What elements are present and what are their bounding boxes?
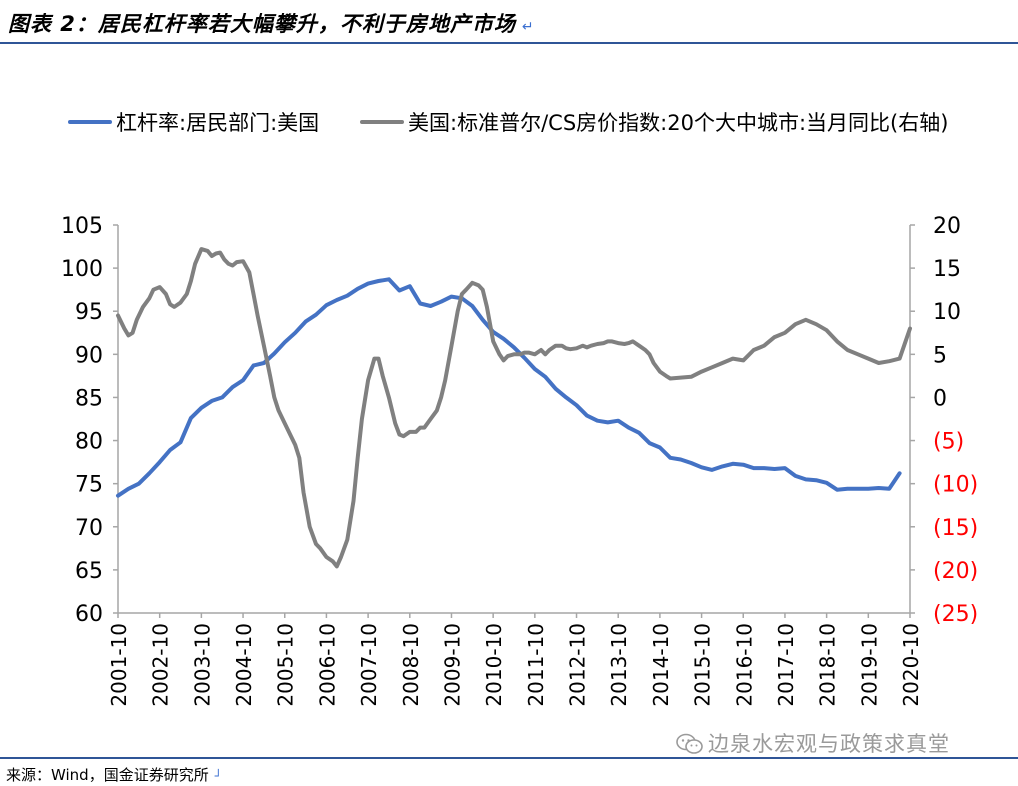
y-left-tick-label: 105 [61, 214, 103, 239]
chart-title-text: 图表 2：居民杠杆率若大幅攀升，不利于房地产市场 [8, 12, 516, 36]
y-left-tick-label: 70 [75, 516, 103, 541]
x-tick-label: 2002-10 [149, 623, 173, 707]
x-tick-label: 2016-10 [732, 623, 756, 707]
x-tick-label: 2015-10 [691, 623, 715, 707]
x-tick-label: 2010-10 [482, 623, 506, 707]
y-right-tick-label: 0 [933, 386, 947, 411]
x-tick-label: 2020-10 [899, 623, 923, 707]
x-tick-label: 2008-10 [399, 623, 423, 707]
x-tick-label: 2003-10 [190, 623, 214, 707]
x-tick-label: 2007-10 [357, 623, 381, 707]
y-left-tick-label: 65 [75, 559, 103, 584]
x-tick-label: 2001-10 [107, 623, 131, 707]
y-left-tick-label: 85 [75, 386, 103, 411]
x-tick-label: 2005-10 [274, 623, 298, 707]
source-text: 来源：Wind，国金证券研究所 [6, 766, 209, 784]
x-tick-label: 2009-10 [440, 623, 464, 707]
return-mark-icon: ↵ [521, 19, 535, 35]
legend-label-1: 杠杆率:居民部门:美国 [116, 111, 319, 135]
y-right-tick-label: 10 [933, 300, 961, 325]
y-left-tick-label: 100 [61, 257, 103, 282]
series-line-1 [116, 277, 902, 498]
y-left-tick-label: 90 [75, 343, 103, 368]
watermark: 边泉水宏观与政策求真堂 [676, 728, 950, 758]
x-tick-label: 2012-10 [566, 623, 590, 707]
x-tick-label: 2019-10 [857, 623, 881, 707]
x-tick-label: 2013-10 [607, 623, 631, 707]
y-left-tick-label: 60 [75, 602, 103, 627]
x-tick-label: 2004-10 [232, 623, 256, 707]
y-right-tick-label: 20 [933, 214, 961, 239]
y-left-tick-label: 95 [75, 300, 103, 325]
y-right-tick-label: (25) [933, 602, 978, 627]
chart-title: 图表 2：居民杠杆率若大幅攀升，不利于房地产市场 ↵ [8, 8, 535, 38]
y-left-tick-label: 75 [75, 473, 103, 498]
y-right-tick-label: (10) [933, 473, 978, 498]
y-right-tick-label: (15) [933, 516, 978, 541]
y-right-tick-label: (20) [933, 559, 978, 584]
legend-label-2: 美国:标准普尔/CS房价指数:20个大中城市:当月同比(右轴) [408, 111, 948, 135]
x-tick-label: 2006-10 [315, 623, 339, 707]
source-rule [0, 757, 1018, 759]
x-tick-label: 2017-10 [774, 623, 798, 707]
series-line-2 [116, 247, 912, 569]
y-right-tick-label: 5 [933, 343, 947, 368]
x-tick-label: 2014-10 [649, 623, 673, 707]
return-mark-icon: ┘ [214, 769, 222, 783]
y-left-tick-label: 80 [75, 430, 103, 455]
x-tick-label: 2018-10 [816, 623, 840, 707]
source-note: 来源：Wind，国金证券研究所 ┘ [6, 764, 222, 785]
y-right-tick-label: 15 [933, 257, 961, 282]
title-rule [0, 42, 1018, 44]
wechat-icon [676, 733, 704, 755]
x-tick-label: 2011-10 [524, 623, 548, 707]
watermark-text: 边泉水宏观与政策求真堂 [708, 732, 950, 756]
y-right-tick-label: (5) [933, 430, 964, 455]
